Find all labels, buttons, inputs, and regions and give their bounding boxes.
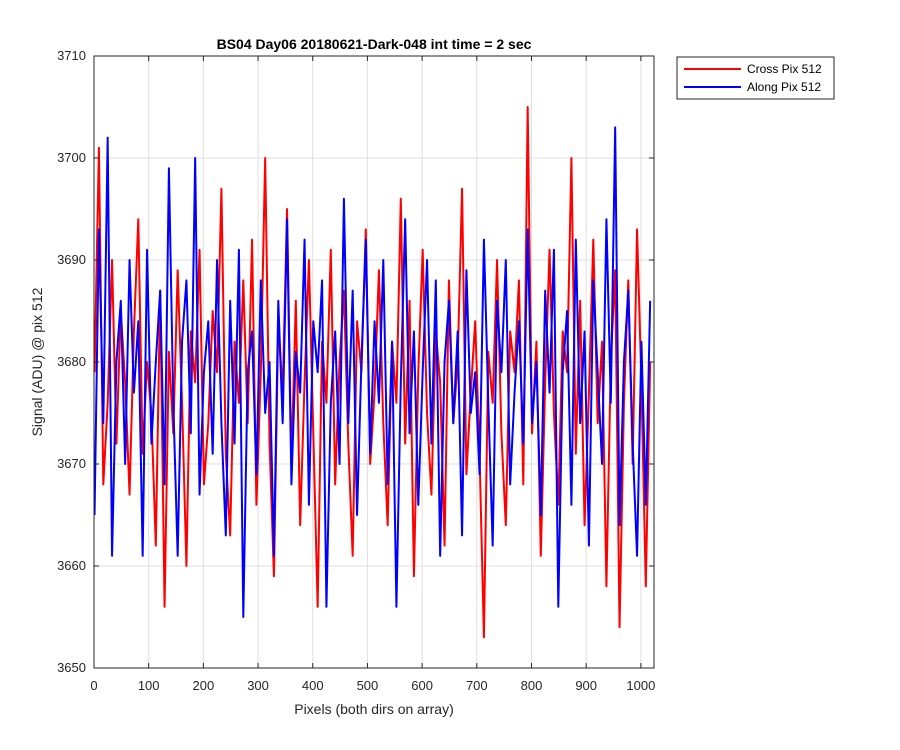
x-axis-label: Pixels (both dirs on array) xyxy=(294,701,454,717)
x-tick-label: 500 xyxy=(357,678,379,693)
y-tick-label: 3660 xyxy=(57,558,86,573)
legend: Cross Pix 512 Along Pix 512 xyxy=(676,56,835,100)
chart-title: BS04 Day06 20180621-Dark-048 int time = … xyxy=(217,36,532,52)
x-tick-label: 100 xyxy=(138,678,160,693)
series-line-along-pix-512 xyxy=(93,126,652,618)
x-tick-label: 700 xyxy=(466,678,488,693)
x-tick-label: 300 xyxy=(247,678,269,693)
y-tick-label: 3680 xyxy=(57,354,86,369)
legend-label-along: Along Pix 512 xyxy=(747,80,821,94)
y-axis-label: Signal (ADU) @ pix 512 xyxy=(29,287,45,436)
x-tick-label: 800 xyxy=(521,678,543,693)
x-tick-label: 600 xyxy=(411,678,433,693)
series-layer xyxy=(93,106,652,639)
y-tick-label: 3700 xyxy=(57,150,86,165)
x-tick-label: 400 xyxy=(302,678,324,693)
ticks xyxy=(93,55,654,669)
x-tick-label: 0 xyxy=(90,678,97,693)
y-tick-label: 3710 xyxy=(57,48,86,63)
x-tick-label: 200 xyxy=(193,678,215,693)
x-tick-label: 1000 xyxy=(626,678,655,693)
y-tick-label: 3670 xyxy=(57,456,86,471)
x-tick-label: 900 xyxy=(575,678,597,693)
legend-label-cross: Cross Pix 512 xyxy=(747,62,822,76)
legend-box xyxy=(676,56,835,100)
tick-labels: 0 100 200 300 400 500 600 700 800 900 1000 3650 3660… xyxy=(57,48,655,693)
y-tick-label: 3650 xyxy=(57,660,86,675)
y-tick-label: 3690 xyxy=(57,252,86,267)
